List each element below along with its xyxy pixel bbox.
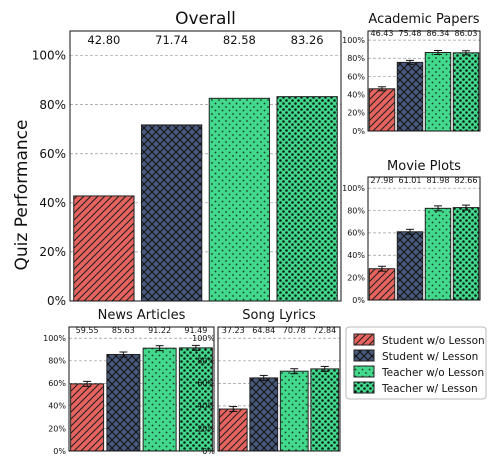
y-axis-label: Quiz Performance bbox=[12, 120, 32, 271]
plot-frame bbox=[217, 326, 341, 452]
plot-frame bbox=[367, 30, 481, 132]
y-tick-label: 20% bbox=[347, 109, 365, 118]
panel-overall: Overall 0% 20% 40% 60% 80% 100% 42.80 71.74 82.58… bbox=[32, 9, 342, 308]
value-label: 70.78 bbox=[283, 326, 306, 335]
legend-frame bbox=[345, 326, 487, 400]
y-tick-label: 60% bbox=[197, 379, 215, 388]
chart-title: Movie Plots bbox=[387, 159, 461, 174]
value-label: 64.84 bbox=[252, 326, 275, 335]
y-tick-label: 40% bbox=[48, 402, 66, 411]
bar-teacher-w-o-lesson bbox=[424, 52, 452, 132]
y-tick-label: 0% bbox=[47, 294, 66, 308]
value-label: 91.49 bbox=[184, 326, 207, 335]
bar-student-w-lesson bbox=[106, 353, 141, 452]
chart-title: Song Lyrics bbox=[242, 308, 316, 323]
y-tick-label: 0% bbox=[202, 447, 215, 456]
bar-student-w-o-lesson bbox=[368, 268, 396, 301]
value-label: 59.55 bbox=[76, 326, 99, 335]
chart-title: Academic Papers bbox=[368, 12, 479, 27]
y-tick-label: 0% bbox=[352, 296, 365, 305]
legend-label-teacher-lesson: Teacher w/ Lesson bbox=[381, 383, 478, 395]
panel-movie-plots: Movie Plots 0% 20% 40% 60% 80% 100% 27.98 61.01 8… bbox=[342, 159, 481, 305]
value-label: 82.66 bbox=[455, 176, 478, 185]
value-label: 82.58 bbox=[223, 33, 256, 47]
bar-student-w-lesson bbox=[396, 61, 424, 132]
y-tick-label: 60% bbox=[347, 72, 365, 81]
y-tick-label: 80% bbox=[39, 98, 66, 112]
legend-label-student-lesson: Student w/ Lesson bbox=[382, 351, 478, 363]
y-tick-label: 40% bbox=[347, 251, 365, 260]
value-label: 86.03 bbox=[455, 29, 478, 38]
value-label: 83.26 bbox=[291, 33, 324, 47]
bar-student-w-o-lesson bbox=[70, 383, 105, 452]
y-tick-label: 100% bbox=[192, 334, 215, 343]
y-tick-label: 80% bbox=[347, 54, 365, 63]
bar-teacher-w-o-lesson bbox=[424, 207, 452, 301]
value-label: 71.74 bbox=[155, 33, 188, 47]
bar-teacher-w-lesson bbox=[452, 207, 480, 301]
y-tick-label: 100% bbox=[32, 49, 66, 63]
y-tick-label: 80% bbox=[197, 357, 215, 366]
legend-swatch-student-no-lesson bbox=[353, 333, 375, 346]
legend-swatch-teacher-no-lesson bbox=[353, 365, 375, 378]
value-label: 46.43 bbox=[371, 29, 394, 38]
y-tick-label: 40% bbox=[197, 402, 215, 411]
plot-frame bbox=[69, 30, 342, 302]
value-label: 61.01 bbox=[399, 176, 422, 185]
y-tick-label: 80% bbox=[48, 357, 66, 366]
bar-teacher-w-lesson bbox=[178, 347, 213, 452]
y-tick-label: 20% bbox=[347, 273, 365, 282]
value-label: 91.22 bbox=[148, 326, 171, 335]
bar-teacher-w-o-lesson bbox=[142, 347, 177, 452]
legend-swatch-student-lesson bbox=[353, 349, 375, 362]
y-tick-label: 20% bbox=[197, 424, 215, 433]
bar-teacher-w-lesson bbox=[276, 96, 338, 302]
plot-frame bbox=[367, 176, 481, 301]
panel-song-lyrics: Song Lyrics 0% 20% 40% 60% 80% 100% 37.23 64.84 7… bbox=[192, 308, 341, 456]
bar-teacher-w-lesson bbox=[310, 368, 340, 452]
legend-label-student-no-lesson: Student w/o Lesson bbox=[382, 335, 485, 347]
value-label: 72.84 bbox=[313, 326, 336, 335]
legend-swatch-teacher-lesson bbox=[353, 381, 375, 394]
y-tick-label: 20% bbox=[39, 245, 66, 259]
y-tick-label: 80% bbox=[347, 206, 365, 215]
y-tick-label: 60% bbox=[48, 379, 66, 388]
plot-frame bbox=[68, 326, 215, 452]
y-tick-label: 60% bbox=[39, 147, 66, 161]
y-tick-label: 20% bbox=[48, 424, 66, 433]
value-label: 85.63 bbox=[112, 326, 135, 335]
legend: Student w/o Lesson Student w/ Lesson Tea… bbox=[345, 326, 487, 400]
bar-teacher-w-lesson bbox=[452, 52, 480, 132]
y-tick-label: 40% bbox=[39, 196, 66, 210]
bar-student-w-lesson bbox=[249, 377, 279, 452]
bar-student-w-o-lesson bbox=[218, 408, 248, 452]
bar-student-w-lesson bbox=[140, 124, 203, 302]
bar-student-w-o-lesson bbox=[368, 88, 396, 132]
panel-academic-papers: Academic Papers 0% 20% 40% 60% 80% 100% 46.43 75… bbox=[342, 12, 481, 136]
bar-teacher-w-o-lesson bbox=[279, 370, 309, 452]
bar-student-w-o-lesson bbox=[73, 195, 135, 302]
y-tick-label: 0% bbox=[53, 447, 66, 456]
value-label: 42.80 bbox=[87, 33, 120, 47]
bar-teacher-w-o-lesson bbox=[208, 97, 271, 302]
y-tick-label: 100% bbox=[43, 334, 66, 343]
value-label: 37.23 bbox=[222, 326, 245, 335]
y-tick-label: 40% bbox=[347, 90, 365, 99]
y-tick-label: 0% bbox=[352, 127, 365, 136]
panel-news-articles: News Articles 0% 20% 40% 60% 80% 100% 59.55 85.6… bbox=[43, 308, 215, 456]
bar-student-w-lesson bbox=[396, 231, 424, 301]
value-label: 75.48 bbox=[399, 29, 422, 38]
y-tick-label: 60% bbox=[347, 229, 365, 238]
legend-label-teacher-no-lesson: Teacher w/o Lesson bbox=[381, 367, 484, 379]
chart-title: Overall bbox=[175, 9, 236, 29]
value-label: 86.34 bbox=[427, 29, 450, 38]
y-tick-label: 100% bbox=[342, 184, 365, 193]
y-tick-label: 100% bbox=[342, 36, 365, 45]
value-label: 81.98 bbox=[427, 176, 450, 185]
value-label: 27.98 bbox=[371, 176, 394, 185]
chart-title: News Articles bbox=[98, 308, 186, 323]
